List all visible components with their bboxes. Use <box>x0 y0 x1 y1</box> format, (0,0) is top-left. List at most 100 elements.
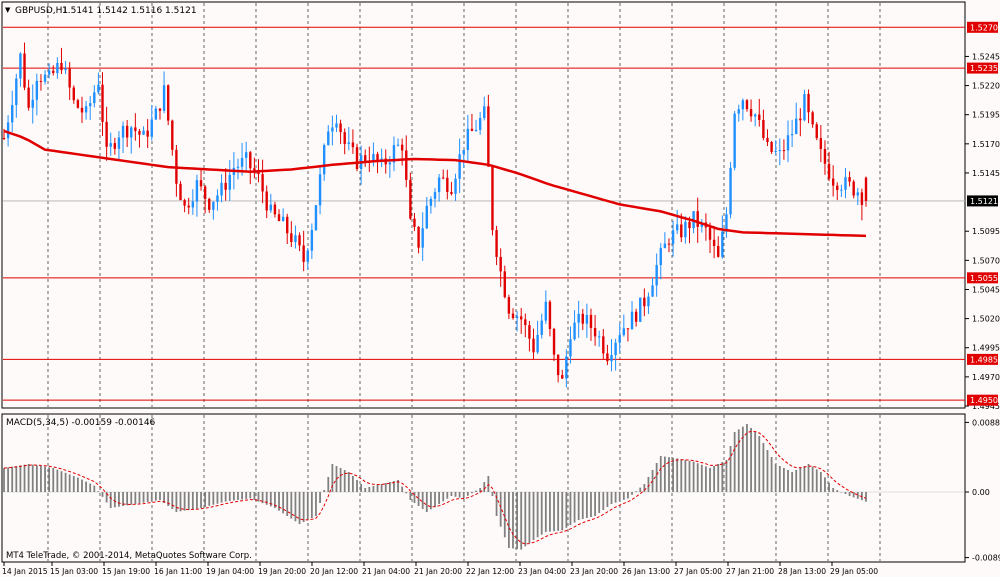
macd-histogram-bar <box>705 466 707 492</box>
candle-bearish <box>203 186 207 199</box>
candle-bearish <box>442 177 445 179</box>
current-price-tag <box>967 195 998 207</box>
candle-bearish <box>339 123 342 133</box>
candle-bullish <box>573 322 576 340</box>
horizontal-levels[interactable] <box>3 26 965 401</box>
candle-bearish <box>782 150 786 152</box>
macd-histogram-bar <box>700 464 703 492</box>
candle-bullish <box>240 157 244 167</box>
candle-bearish <box>376 153 379 162</box>
level-price-tag-text: 1.4950 <box>970 396 998 405</box>
macd-axis-label: 0.00888 <box>972 418 1000 427</box>
macd-histogram-bar <box>832 488 835 492</box>
candle-bullish <box>790 134 794 136</box>
macd-histogram-bar <box>109 492 112 508</box>
macd-histogram-bar <box>118 492 120 507</box>
candle-bullish <box>844 177 847 190</box>
candle-bullish <box>639 297 642 322</box>
macd-histogram-bar <box>524 492 527 547</box>
macd-histogram-bar <box>76 477 79 492</box>
macd-histogram-bar <box>594 492 596 516</box>
candle-bearish <box>589 314 593 328</box>
candle-bullish <box>778 150 781 152</box>
macd-histogram-bar <box>795 470 798 492</box>
candle-bullish <box>117 137 121 149</box>
macd-histogram-bar <box>676 458 679 492</box>
candle-bearish <box>819 138 823 150</box>
macd-histogram-bar <box>315 492 317 516</box>
candle-bullish <box>191 201 195 208</box>
candle-bearish <box>125 125 129 138</box>
macd-histogram-bar <box>146 492 149 502</box>
candle-bullish <box>565 356 568 379</box>
candle-bullish <box>89 103 92 107</box>
macd-histogram-bar <box>3 468 5 492</box>
candle-bearish <box>446 177 449 192</box>
candle-bullish <box>310 230 314 251</box>
candle-bearish <box>696 211 699 227</box>
symbol-dropdown-icon[interactable]: ▼ <box>5 6 11 14</box>
time-axis-label: 19 Jan 20:00 <box>258 567 306 576</box>
candle-bearish <box>224 182 227 190</box>
candle-bearish <box>815 124 818 139</box>
macd-histogram-bar <box>446 492 449 499</box>
macd-axis[interactable]: 0.00888 0.00 -0.0089 <box>965 418 1000 563</box>
macd-histogram-bar <box>331 464 334 492</box>
candle-bearish <box>60 63 63 71</box>
macd-histogram-bar <box>167 492 170 506</box>
macd-histogram-bar <box>97 491 100 492</box>
candle-bullish <box>795 118 798 135</box>
macd-histogram-bar <box>228 492 231 502</box>
price-axis-label: 1.5170 <box>972 140 1000 149</box>
time-axis-label: 21 Jan 20:00 <box>414 567 462 576</box>
macd-histogram-bar <box>429 492 432 510</box>
macd-histogram-bar <box>302 492 305 522</box>
macd-histogram-bar <box>401 486 404 492</box>
macd-histogram-bar <box>544 492 547 532</box>
candle-bullish <box>154 108 158 120</box>
candle-bearish <box>827 163 831 179</box>
macd-histogram-bar <box>454 492 457 497</box>
candle-bullish <box>577 313 580 323</box>
macd-histogram-bar <box>569 492 572 526</box>
candle-bullish <box>733 113 736 168</box>
macd-histogram-bar <box>783 468 785 492</box>
candle-bearish <box>80 107 84 113</box>
macd-histogram-bar <box>516 492 518 550</box>
price-axis-label: 1.5045 <box>972 285 1000 294</box>
price-axis[interactable]: 1.5245 1.5220 1.5195 1.5170 1.5145 1.5095 1.50… <box>965 21 1000 411</box>
candle-bullish <box>331 127 334 132</box>
candle-bullish <box>478 118 482 130</box>
candle-bearish <box>745 100 749 110</box>
macd-histogram-bar <box>31 464 34 492</box>
candle-bearish <box>179 183 182 201</box>
candle-bearish <box>717 245 720 257</box>
macd-histogram-bar <box>466 492 469 496</box>
candle-bullish <box>6 122 10 139</box>
candle-bearish <box>626 328 630 330</box>
macd-histogram-bar <box>306 492 309 520</box>
macd-histogram-bar <box>659 456 662 492</box>
macd-histogram-bar <box>499 492 502 527</box>
macd-histogram-bar <box>819 472 822 492</box>
candle-bearish <box>758 114 761 121</box>
macd-histogram-bar <box>680 459 683 492</box>
macd-histogram-bar <box>52 468 55 492</box>
candle-bearish <box>286 216 289 234</box>
time-axis[interactable]: 14 Jan 2015 15 Jan 03:00 15 Jan 19:00 16 Ja… <box>2 562 878 576</box>
candle-bullish <box>483 106 486 119</box>
macd-histogram-bar <box>598 492 601 513</box>
macd-histogram-bar <box>85 481 87 492</box>
macd-histogram-bar <box>323 490 326 492</box>
macd-histogram-bar <box>561 492 564 531</box>
candle-bearish <box>400 144 404 151</box>
macd-histogram-bar <box>479 488 482 492</box>
macd-histogram-bar <box>89 483 92 492</box>
price-axis-label: 1.5220 <box>972 82 1000 91</box>
candle-bearish <box>680 224 683 238</box>
candle-bearish <box>208 198 211 210</box>
macd-histogram-bar <box>237 492 239 500</box>
candle-bearish <box>298 235 301 246</box>
